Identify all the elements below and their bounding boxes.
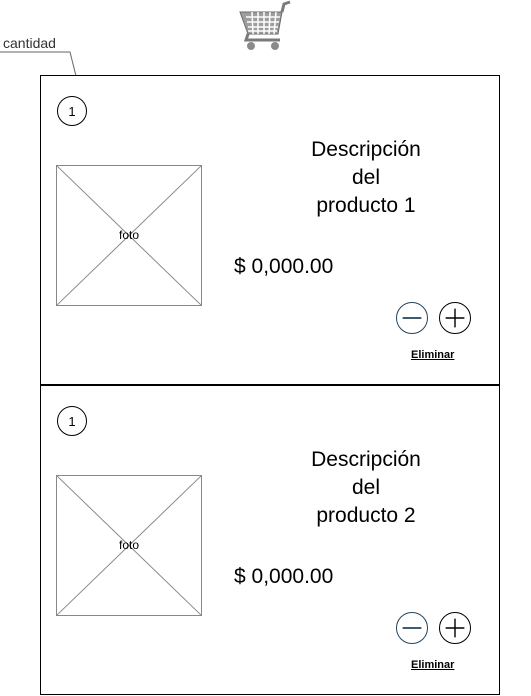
photo-label: foto [118,228,139,242]
increase-quantity-button[interactable] [439,612,471,644]
decrease-quantity-button[interactable] [396,302,428,334]
product-photo-placeholder: foto [56,475,202,616]
quantity-callout-label: cantidad [3,35,56,51]
description-line: del [351,476,381,499]
remove-product-link[interactable]: Eliminar [411,659,455,671]
description-line: Descripción [311,448,421,471]
product-price: $ 0,000.00 [234,255,334,278]
product-description: Descripción del producto 2 [281,446,451,530]
product-price: $ 0,000.00 [234,565,334,588]
product-photo-placeholder: foto [56,165,202,306]
remove-product-link[interactable]: Eliminar [411,349,455,361]
quantity-badge: 1 [57,406,87,436]
minus-circle-icon [402,627,422,629]
shopping-cart-icon[interactable] [238,0,292,52]
plus-circle-icon [445,618,465,638]
photo-label: foto [118,538,139,552]
decrease-quantity-button[interactable] [396,612,428,644]
placeholder-cross-icon [57,476,201,615]
plus-circle-icon [445,308,465,328]
description-line: Descripción [311,138,421,161]
minus-circle-icon [402,317,422,319]
product-description: Descripción del producto 1 [281,136,451,220]
product-card: 1 foto Descripción del producto 2 $ 0,00… [40,385,500,695]
placeholder-cross-icon [57,166,201,305]
increase-quantity-button[interactable] [439,302,471,334]
quantity-badge: 1 [57,96,87,126]
description-line: producto 1 [316,194,416,217]
description-line: del [351,166,381,189]
description-line: producto 2 [316,504,416,527]
product-card: 1 foto Descripción del producto 1 $ 0,00… [40,75,500,385]
